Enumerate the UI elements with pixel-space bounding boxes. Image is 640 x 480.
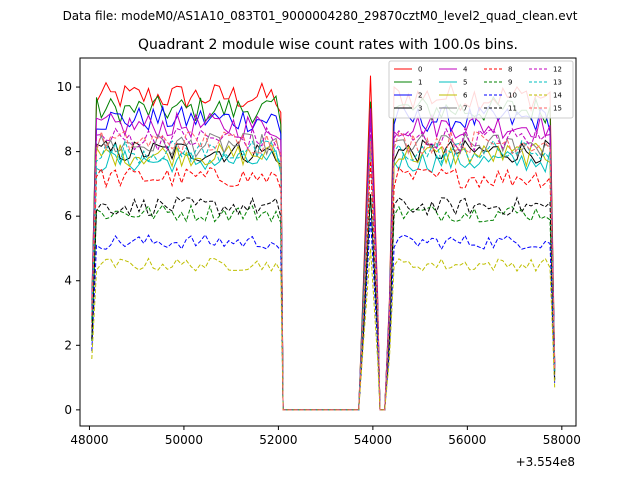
- x-tick-label: 48000: [70, 433, 108, 447]
- legend-label: 7: [463, 105, 467, 113]
- series-line-14: [91, 248, 556, 411]
- y-tick-label: 8: [64, 145, 72, 159]
- series-line-12: [91, 124, 556, 411]
- legend-label: 2: [418, 92, 422, 100]
- series-line-1: [91, 95, 556, 411]
- legend-label: 11: [508, 105, 517, 113]
- y-tick-label: 4: [64, 274, 72, 288]
- x-tick-label: 58000: [543, 433, 581, 447]
- axes-frame: [79, 57, 577, 427]
- x-tick-label: 54000: [354, 433, 392, 447]
- x-tick-label: 50000: [165, 433, 203, 447]
- x-tick-label: 56000: [448, 433, 486, 447]
- series-line-4: [91, 108, 556, 411]
- y-tick-label: 2: [64, 338, 72, 352]
- series-line-10: [91, 218, 556, 411]
- legend-label: 12: [553, 66, 562, 74]
- y-tick-label: 0: [64, 403, 72, 417]
- x-axis: 48000 50000 52000 54000 56000 58000: [70, 426, 581, 447]
- legend-label: 13: [553, 79, 562, 87]
- legend-label: 5: [463, 79, 467, 87]
- series-line-5: [91, 145, 556, 411]
- y-tick-label: 10: [57, 80, 72, 94]
- legend-label: 8: [508, 66, 512, 74]
- legend-label: 0: [418, 66, 422, 74]
- series-line-11: [91, 194, 556, 411]
- legend-label: 1: [418, 79, 422, 87]
- legend-label: 15: [553, 105, 562, 113]
- suptitle: Data file: modeM0/AS1A10_083T01_90000042…: [63, 9, 578, 23]
- y-axis: 0 2 4 6 8 10: [57, 80, 80, 417]
- series-line-8: [91, 160, 556, 411]
- legend-label: 4: [463, 66, 468, 74]
- legend-box: [388, 60, 574, 119]
- legend-label: 3: [418, 105, 422, 113]
- legend-label: 9: [508, 79, 512, 87]
- x-offset-label: +3.554e8: [516, 455, 575, 469]
- series-line-15: [91, 129, 556, 411]
- series-line-7: [91, 132, 556, 411]
- y-tick-label: 6: [64, 209, 72, 223]
- chart-title: Quadrant 2 module wise count rates with …: [138, 37, 518, 53]
- series-line-3: [91, 135, 556, 411]
- legend-label: 6: [463, 92, 468, 100]
- plot-area: [91, 75, 556, 411]
- series-line-6: [91, 138, 556, 411]
- series-line-13: [91, 139, 556, 411]
- legend-label: 14: [553, 92, 562, 100]
- legend-label: 10: [508, 92, 517, 100]
- x-tick-label: 52000: [259, 433, 297, 447]
- series-line-9: [91, 194, 556, 411]
